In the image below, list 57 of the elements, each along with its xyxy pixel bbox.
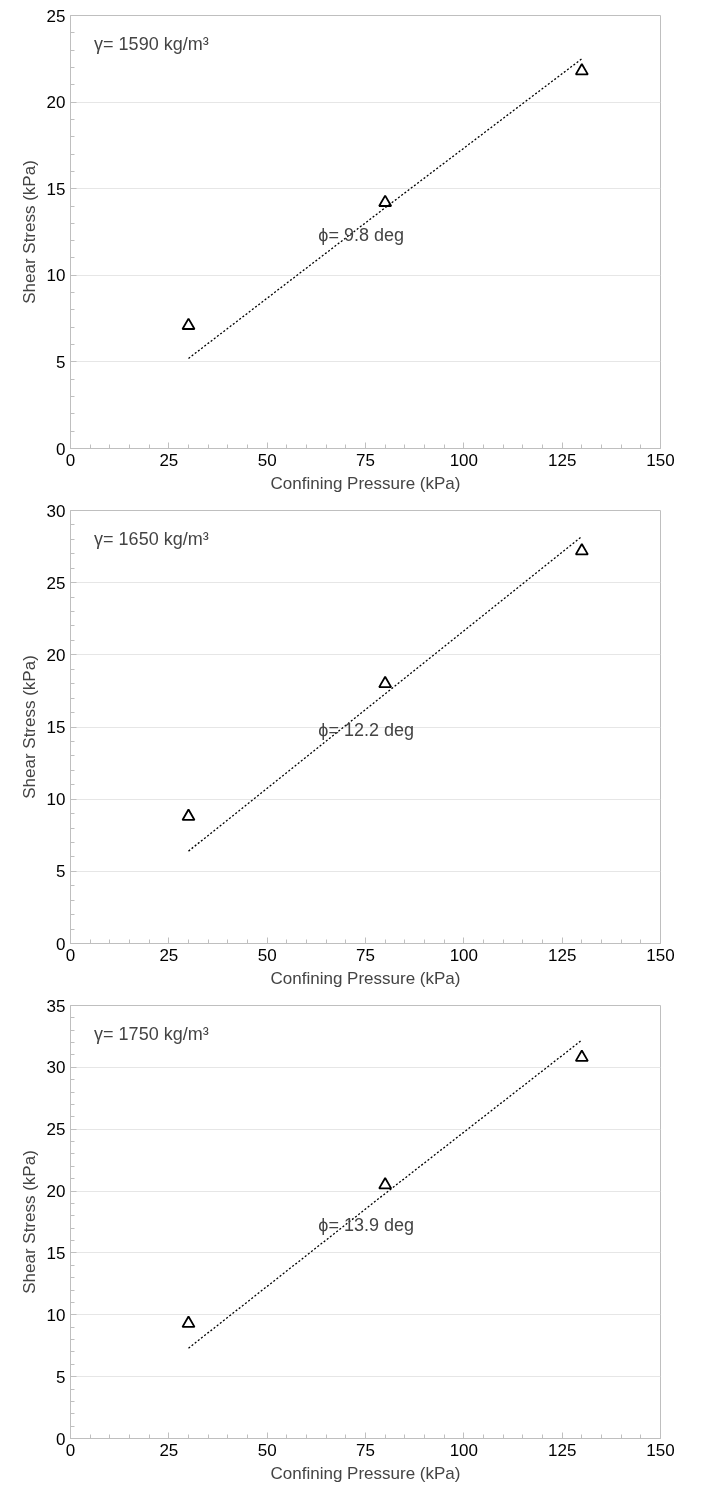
x-tick-label: 50	[257, 945, 277, 965]
x-tick-label: 75	[356, 450, 375, 470]
x-tick-label: 150	[646, 945, 675, 965]
x-tick-label: 100	[449, 450, 479, 470]
x-tick-label: 125	[547, 945, 577, 965]
x-tick-label: 100	[449, 945, 479, 965]
annotation: γ= 1650 kg/m³	[94, 529, 209, 550]
y-axis-title: Shear Stress (kPa)	[19, 1150, 39, 1294]
x-axis-title: Confining Pressure (kPa)	[270, 968, 461, 988]
y-tick-label: 20	[46, 1182, 66, 1202]
y-tick-label: 25	[46, 1120, 66, 1140]
x-tick-label: 100	[449, 1440, 479, 1460]
point	[181, 808, 196, 821]
y-tick-label: 30	[46, 501, 66, 521]
y-tick-label: 15	[46, 179, 66, 199]
point	[574, 543, 589, 556]
point	[574, 63, 589, 76]
y-axis-title: Shear Stress (kPa)	[19, 655, 39, 799]
x-tick-label: 125	[547, 1440, 577, 1460]
y-tick-label: 15	[46, 1243, 66, 1263]
y-tick-label: 5	[56, 1367, 66, 1387]
point	[181, 317, 196, 330]
y-tick-label: 25	[46, 573, 66, 593]
point	[181, 1315, 196, 1328]
y-tick-label: 30	[46, 1058, 66, 1078]
y-tick-label: 15	[46, 718, 66, 737]
y-tick-label: 5	[56, 352, 66, 372]
annotation: ϕ= 12.2 deg	[318, 719, 414, 740]
x-axis-title: Confining Pressure (kPa)	[270, 1463, 461, 1483]
x-tick-label: 75	[356, 945, 375, 965]
y-axis-title: Shear Stress (kPa)	[19, 160, 39, 304]
annotation: ϕ= 13.9 deg	[318, 1214, 414, 1235]
point	[574, 1049, 589, 1062]
y-tick-label: 20	[46, 645, 66, 665]
y-tick-label: 10	[46, 1305, 66, 1325]
x-tick-label: 150	[646, 1440, 675, 1460]
y-tick-label: 35	[46, 996, 66, 1016]
annotation: ϕ= 9.8 deg	[318, 224, 404, 245]
x-tick-label: 75	[356, 1440, 375, 1460]
x-tick-label: 150	[646, 450, 675, 470]
x-tick-label: 50	[257, 450, 277, 470]
x-axis-title: Confining Pressure (kPa)	[270, 473, 461, 493]
x-tick-label: 50	[257, 1440, 277, 1460]
annotation: γ= 1750 kg/m³	[94, 1024, 209, 1045]
y-tick-label: 10	[46, 266, 66, 286]
x-tick-label: 25	[159, 450, 179, 470]
point	[378, 675, 393, 689]
point	[378, 1177, 393, 1190]
x-tick-label: 25	[159, 1440, 179, 1460]
x-tick-label: 125	[547, 450, 577, 470]
x-tick-label: 25	[159, 945, 179, 965]
y-tick-label: 10	[46, 790, 66, 810]
y-tick-label: 20	[46, 93, 66, 113]
annotation: γ= 1590 kg/m³	[94, 34, 209, 55]
y-tick-label: 5	[56, 862, 66, 882]
y-tick-label: 25	[46, 6, 66, 26]
point	[378, 194, 393, 207]
